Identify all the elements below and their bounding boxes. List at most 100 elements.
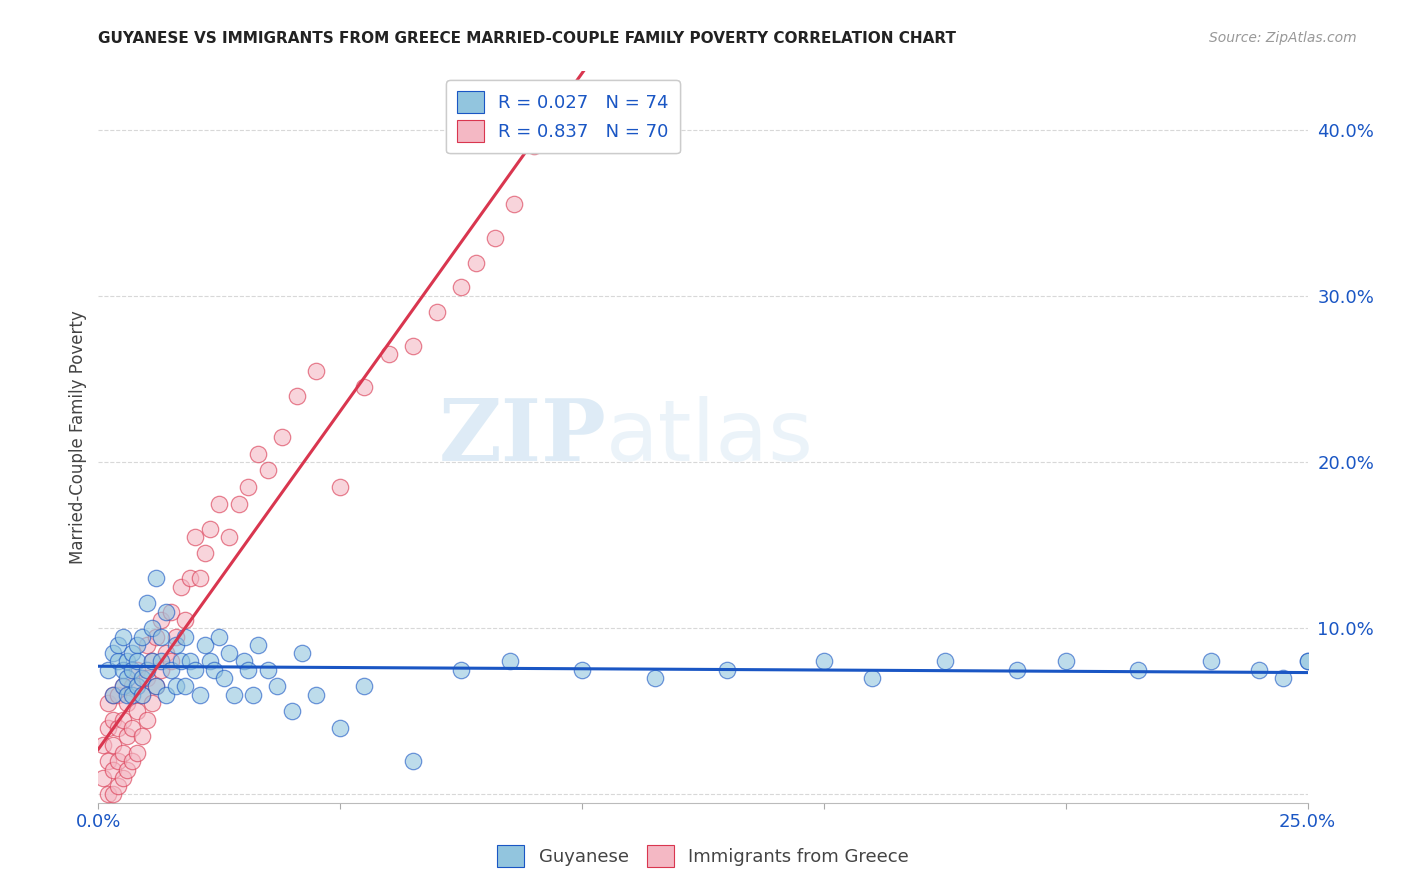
Point [107,655,129,669]
Point [402,754,425,768]
Point [1249,663,1271,677]
Legend: Guyanese, Immigrants from Greece: Guyanese, Immigrants from Greece [489,838,917,874]
Point [101,713,124,727]
Point [150,613,173,627]
Point [222,688,245,702]
Point [305,688,328,702]
Point [155,688,177,702]
Point [97,721,120,735]
Point [135,713,157,727]
Point [402,338,425,352]
Text: GUYANESE VS IMMIGRANTS FROM GREECE MARRIED-COUPLE FAMILY POVERTY CORRELATION CHA: GUYANESE VS IMMIGRANTS FROM GREECE MARRI… [98,31,956,46]
Point [184,530,207,544]
Point [204,663,226,677]
Point [101,688,124,702]
Point [145,680,167,694]
Point [644,671,666,685]
Point [127,746,149,760]
Point [127,655,149,669]
Point [208,497,231,511]
Point [305,363,328,377]
Point [1007,663,1029,677]
Point [101,688,124,702]
Point [131,729,153,743]
Point [571,663,593,677]
Point [174,680,197,694]
Point [184,663,207,677]
Point [179,655,201,669]
Point [141,655,163,669]
Point [111,630,134,644]
Point [271,430,294,444]
Point [1054,655,1077,669]
Point [281,705,304,719]
Point [141,696,163,710]
Point [1272,671,1295,685]
Point [117,671,139,685]
Point [1296,655,1319,669]
Point [117,729,139,743]
Point [1128,663,1150,677]
Point [117,655,139,669]
Point [165,638,187,652]
Y-axis label: Married-Couple Family Poverty: Married-Couple Family Poverty [69,310,87,564]
Point [169,580,191,594]
Point [111,713,134,727]
Point [228,497,250,511]
Point [131,688,153,702]
Point [174,630,197,644]
Point [198,521,221,535]
Point [813,655,835,669]
Point [127,705,149,719]
Point [97,696,120,710]
Point [169,655,191,669]
Point [111,680,134,694]
Point [934,655,956,669]
Point [97,788,120,802]
Point [131,630,153,644]
Point [107,779,129,793]
Point [256,463,278,477]
Point [91,771,114,785]
Point [121,754,143,768]
Point [208,630,231,644]
Point [329,480,352,494]
Point [111,746,134,760]
Point [155,605,177,619]
Point [121,688,143,702]
Point [101,788,124,802]
Point [127,680,149,694]
Point [450,663,472,677]
Point [101,646,124,660]
Point [247,447,270,461]
Point [150,663,173,677]
Point [285,388,308,402]
Point [155,646,177,660]
Point [503,197,526,211]
Point [121,663,143,677]
Point [117,763,139,777]
Point [1199,655,1222,669]
Point [450,280,472,294]
Point [860,671,883,685]
Point [232,655,254,669]
Point [165,630,187,644]
Point [111,663,134,677]
Point [135,671,157,685]
Point [145,630,167,644]
Point [329,721,352,735]
Point [97,663,120,677]
Point [135,638,157,652]
Point [101,738,124,752]
Point [131,688,153,702]
Point [117,688,139,702]
Point [145,571,167,585]
Point [188,688,211,702]
Point [290,646,312,660]
Point [121,680,143,694]
Point [160,605,183,619]
Point [107,638,129,652]
Point [242,688,264,702]
Point [353,380,375,394]
Point [174,613,197,627]
